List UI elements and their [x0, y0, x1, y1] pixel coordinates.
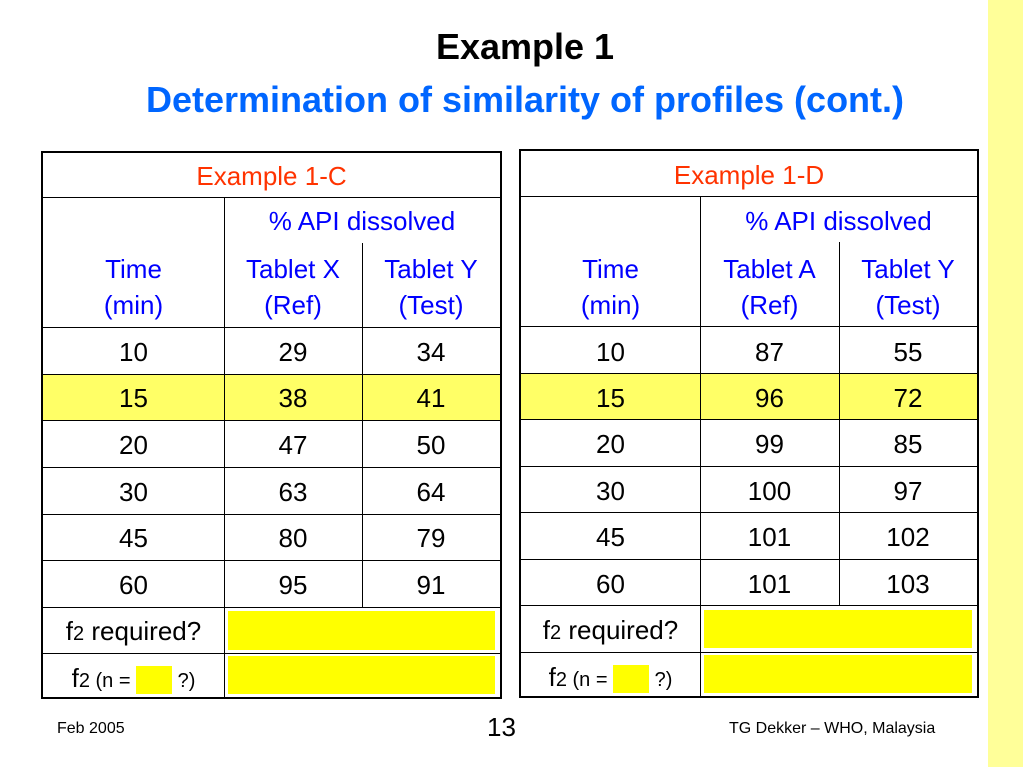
cell-ref: 99 — [755, 429, 784, 459]
footer-date: Feb 2005 — [57, 720, 125, 737]
f2-value-answer-box — [704, 655, 972, 693]
cell-test: 102 — [886, 522, 930, 552]
header-time-unit: (min) — [580, 290, 641, 320]
cell-ref: 95 — [278, 570, 308, 600]
table-caption: Example 1-D — [673, 160, 825, 190]
cell-ref: 47 — [278, 430, 308, 460]
cell-test: 79 — [416, 523, 446, 553]
cell-time: 20 — [596, 429, 625, 459]
header-time: Time — [105, 254, 162, 284]
cell-time: 10 — [119, 337, 148, 367]
f2-n-label: f2 (n = ?) — [71, 663, 196, 695]
header-test-label: (Test) — [398, 290, 464, 320]
cell-ref: 100 — [747, 476, 792, 506]
cell-time: 15 — [596, 383, 625, 413]
cell-ref: 29 — [278, 337, 308, 367]
cell-ref: 101 — [747, 569, 792, 599]
header-api-dissolved: % API dissolved — [268, 206, 456, 236]
header-time: Time — [582, 254, 639, 284]
cell-test: 91 — [416, 570, 446, 600]
cell-time: 60 — [119, 570, 148, 600]
cell-time: 45 — [119, 523, 148, 553]
cell-test: 34 — [416, 337, 446, 367]
cell-test: 64 — [416, 477, 446, 507]
cell-ref: 87 — [755, 337, 784, 367]
header-ref-label: (Ref) — [264, 290, 322, 320]
side-accent-bar — [988, 0, 1023, 767]
footer-author: TG Dekker – WHO, Malaysia — [729, 720, 936, 737]
slide-subtitle: Determination of similarity of profiles … — [145, 79, 905, 120]
header-tablet-test: Tablet Y — [384, 254, 478, 284]
table-example-1d: Example 1-D % API dissolved Time (min) T… — [519, 149, 979, 698]
cell-time: 15 — [119, 383, 148, 413]
cell-ref: 96 — [755, 383, 784, 413]
f2-required-label: f2 required? — [65, 616, 202, 646]
cell-time: 10 — [596, 337, 625, 367]
n-answer-box — [613, 665, 650, 694]
header-tablet-ref: Tablet X — [246, 254, 340, 284]
f2-required-answer-box — [228, 611, 495, 650]
cell-test: 55 — [893, 337, 923, 367]
header-api-dissolved: % API dissolved — [745, 206, 932, 236]
cell-time: 30 — [119, 477, 148, 507]
header-test-label: (Test) — [875, 290, 941, 320]
cell-ref: 63 — [278, 477, 308, 507]
cell-ref: 101 — [747, 522, 792, 552]
header-tablet-ref: Tablet A — [723, 254, 816, 284]
cell-time: 30 — [596, 476, 625, 506]
f2-required-label: f2 required? — [542, 615, 679, 645]
cell-ref: 38 — [278, 383, 308, 413]
cell-ref: 80 — [278, 523, 308, 553]
f2-n-label: f2 (n = ?) — [548, 662, 673, 694]
cell-test: 97 — [893, 476, 923, 506]
page-number: 13 — [487, 712, 516, 742]
n-answer-box — [136, 666, 173, 695]
cell-test: 103 — [886, 569, 930, 599]
cell-test: 41 — [416, 383, 446, 413]
cell-test: 50 — [416, 430, 446, 460]
slide-title: Example 1 — [435, 26, 615, 67]
table-caption: Example 1-C — [196, 161, 347, 191]
table-example-1c: Example 1-C % API dissolved Time (min) T… — [41, 151, 502, 699]
cell-time: 20 — [119, 430, 148, 460]
f2-value-answer-box — [228, 656, 495, 694]
cell-test: 85 — [893, 429, 923, 459]
cell-time: 45 — [596, 522, 625, 552]
f2-required-answer-box — [704, 610, 972, 648]
header-ref-label: (Ref) — [740, 290, 799, 320]
cell-test: 72 — [893, 383, 923, 413]
cell-time: 60 — [596, 569, 625, 599]
header-tablet-test: Tablet Y — [861, 254, 955, 284]
header-time-unit: (min) — [103, 290, 164, 320]
